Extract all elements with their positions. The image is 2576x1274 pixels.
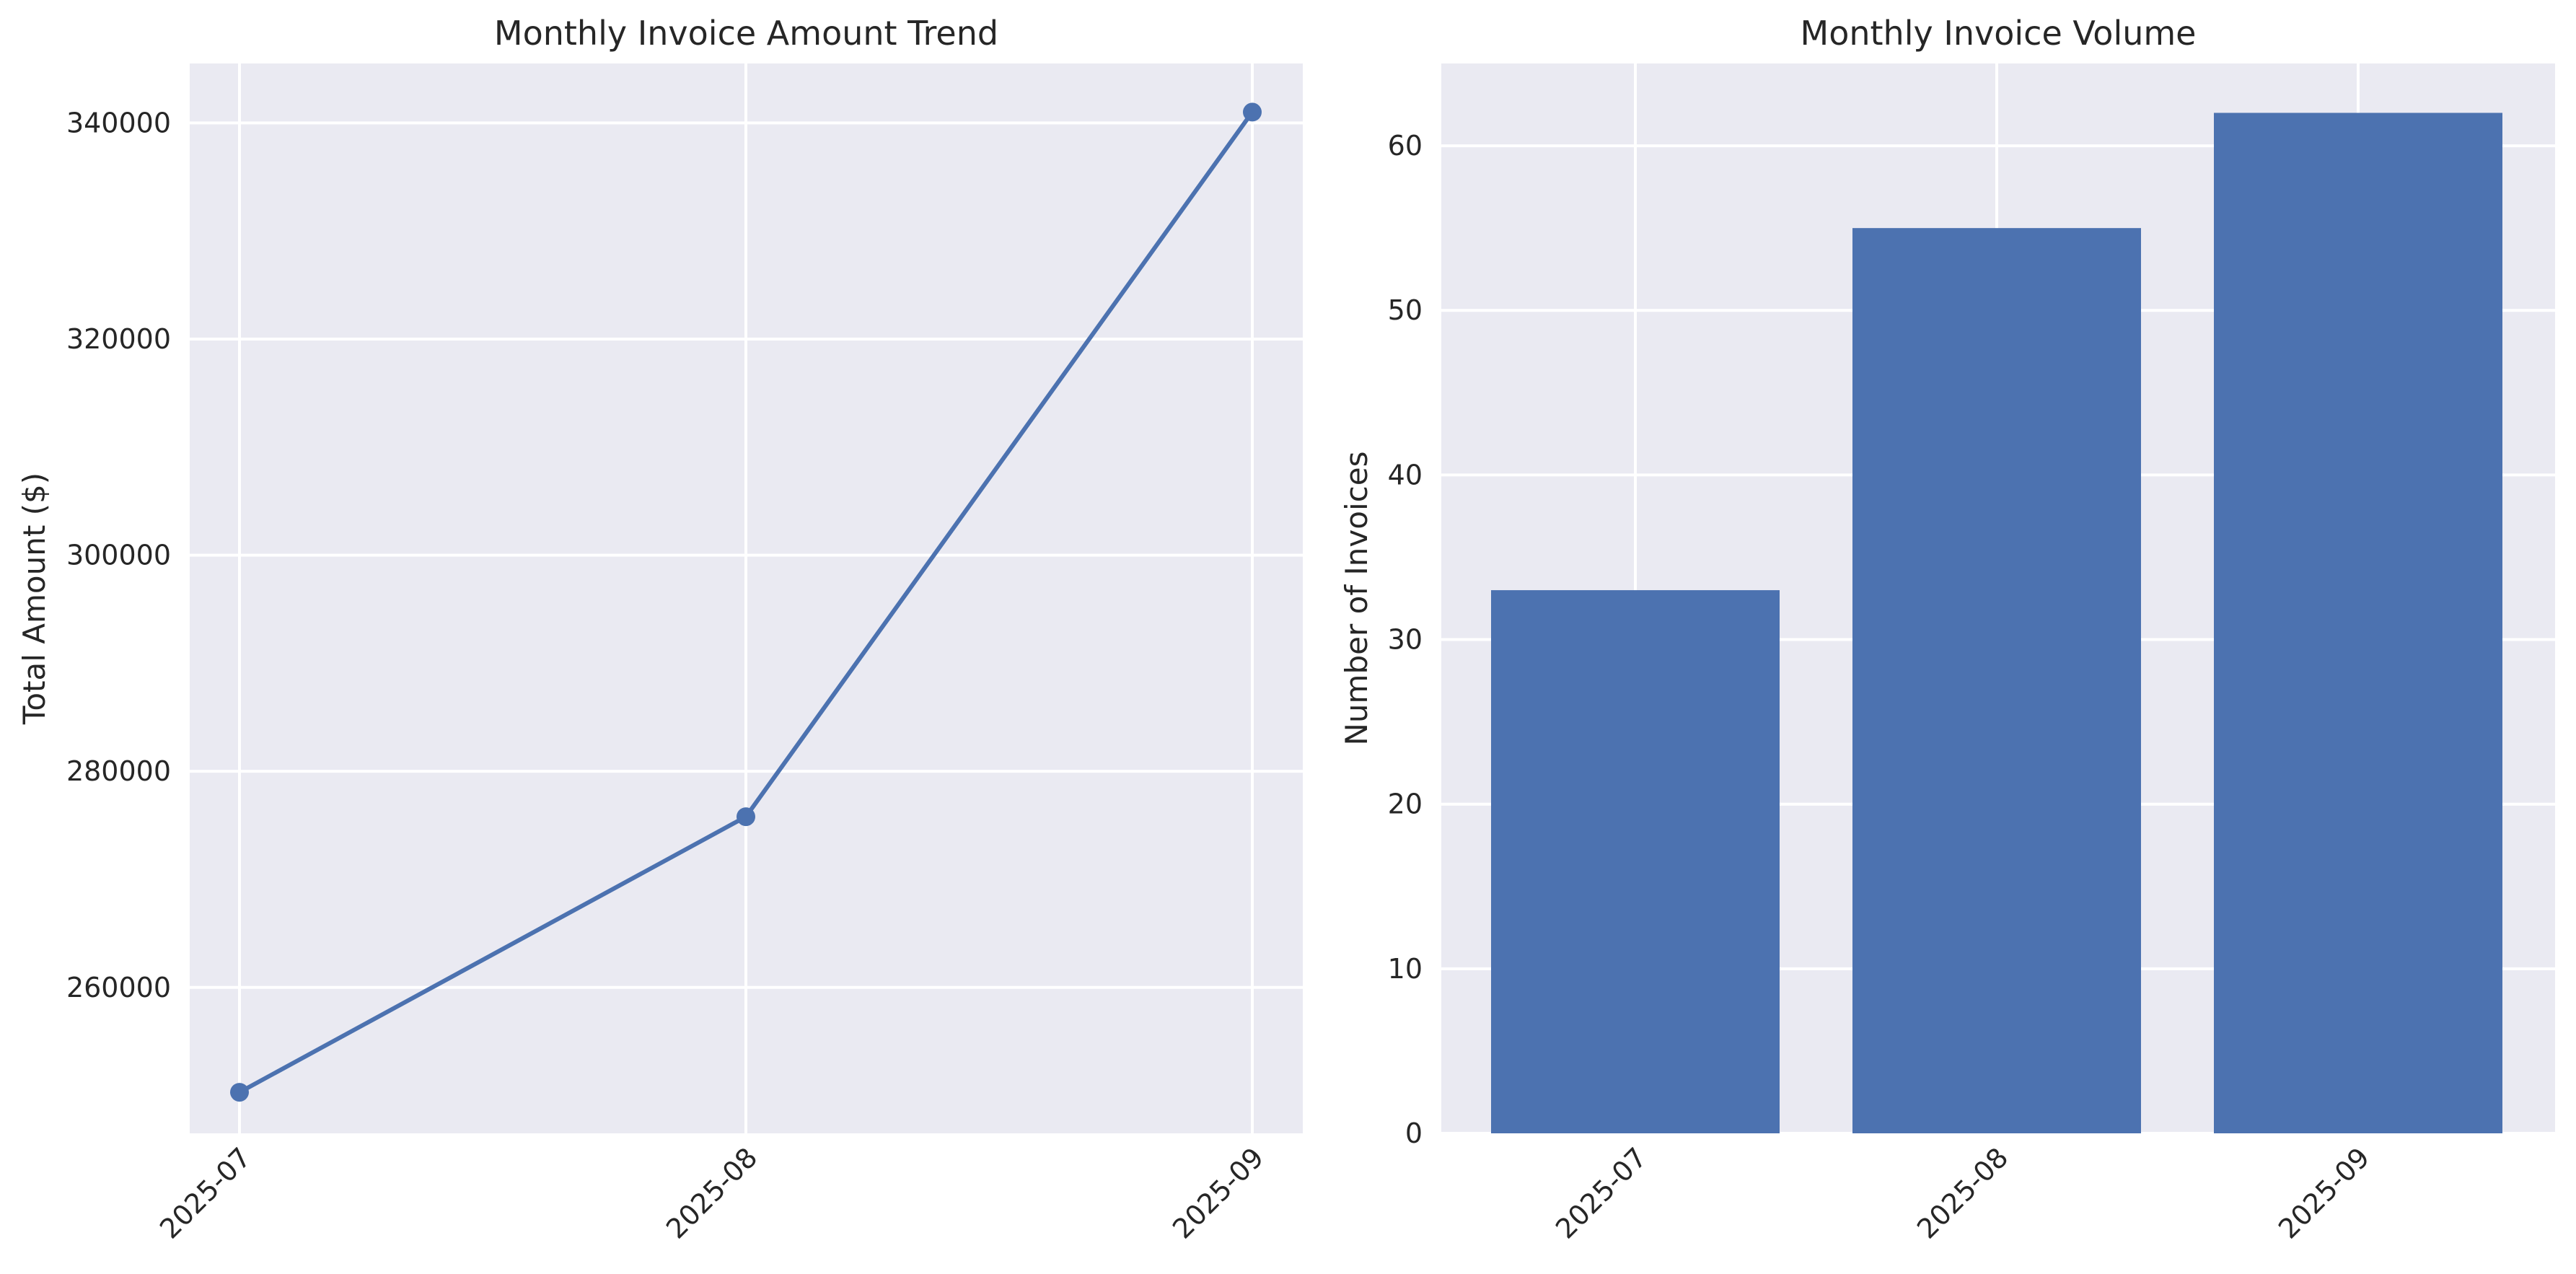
bar-series: [1491, 113, 2502, 1134]
bar: [2214, 113, 2502, 1133]
bar-y-tick-labels: 0 10 20 30 40 50 60: [1388, 130, 1423, 1149]
bar-y-tick-label: 30: [1388, 624, 1423, 656]
line-chart-title: Monthly Invoice Amount Trend: [494, 14, 998, 53]
bar-y-axis-label: Number of Invoices: [1339, 452, 1374, 746]
bar: [1491, 590, 1780, 1133]
bar-x-tick-label: 2025-08: [1911, 1141, 2014, 1244]
bar-x-tick-label: 2025-07: [1549, 1141, 1653, 1244]
bar-x-tick-labels: 2025-07 2025-08 2025-09: [1549, 1141, 2375, 1244]
line-point: [230, 1083, 249, 1102]
bar: [1852, 228, 2141, 1134]
line-gridlines: [190, 63, 1303, 1133]
line-y-tick-labels: 260000 280000 300000 320000 340000: [66, 107, 171, 1003]
line-point: [737, 807, 755, 827]
bar-y-tick-label: 0: [1405, 1117, 1423, 1149]
bar-y-tick-label: 20: [1388, 788, 1423, 820]
line-x-tick-label: 2025-09: [1166, 1141, 1270, 1244]
bar-y-tick-label: 50: [1388, 294, 1423, 326]
bar-y-tick-label: 40: [1388, 459, 1423, 491]
line-y-tick-label: 300000: [66, 540, 171, 571]
line-y-tick-label: 340000: [66, 107, 171, 139]
line-x-tick-label: 2025-08: [660, 1141, 763, 1244]
line-point: [1243, 102, 1262, 122]
line-x-tick-labels: 2025-07 2025-08 2025-09: [154, 1141, 1270, 1244]
bar-chart: 0 10 20 30 40 50 60 2025-07 2025-08 2025-09 Mont…: [1339, 14, 2555, 1245]
line-y-axis-label: Total Amount ($): [17, 473, 52, 725]
line-y-tick-label: 260000: [66, 972, 171, 1003]
bar-y-tick-label: 60: [1388, 130, 1423, 162]
line-x-tick-label: 2025-07: [154, 1141, 257, 1244]
bar-y-tick-label: 10: [1388, 953, 1423, 985]
bar-x-tick-label: 2025-09: [2272, 1141, 2375, 1244]
line-y-tick-label: 320000: [66, 323, 171, 355]
bar-chart-title: Monthly Invoice Volume: [1801, 14, 2197, 53]
line-series: [230, 102, 1262, 1102]
line-y-tick-label: 280000: [66, 755, 171, 787]
